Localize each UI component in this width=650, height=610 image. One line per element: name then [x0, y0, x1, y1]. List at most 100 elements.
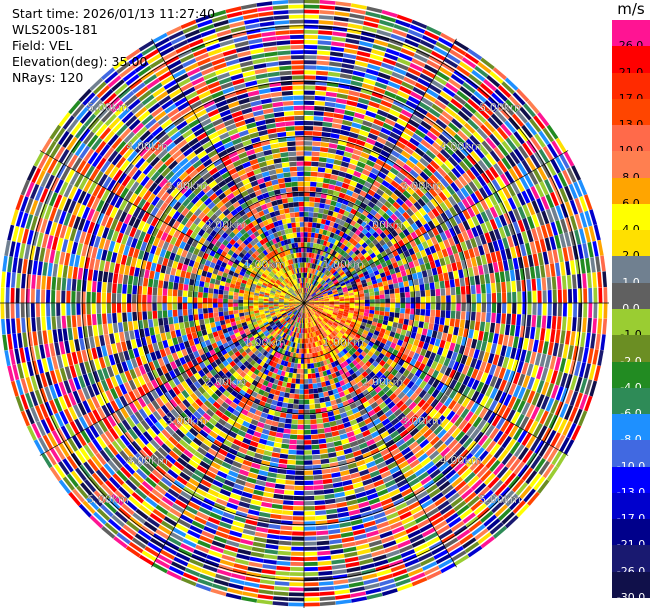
velocity-gate [300, 369, 304, 374]
velocity-gate [295, 470, 304, 475]
velocity-gate [373, 287, 379, 292]
velocity-gate [328, 452, 337, 458]
velocity-gate [275, 478, 286, 485]
velocity-gate [364, 274, 371, 280]
velocity-gate [431, 207, 440, 218]
velocity-gate [345, 561, 360, 568]
velocity-gate [315, 510, 327, 516]
velocity-gate [450, 137, 462, 149]
velocity-gate [419, 185, 428, 195]
velocity-gate [397, 206, 406, 215]
velocity-gate [470, 237, 478, 248]
velocity-gate [337, 288, 343, 292]
velocity-gate [489, 218, 498, 230]
velocity-gate [493, 147, 505, 160]
velocity-gate [313, 305, 319, 308]
velocity-gate [365, 255, 372, 262]
velocity-gate [414, 82, 428, 92]
velocity-gate [250, 551, 265, 558]
velocity-gate [312, 469, 322, 475]
velocity-gate [474, 359, 482, 370]
velocity-gate [315, 264, 319, 270]
velocity-gate [402, 220, 411, 229]
velocity-gate [455, 311, 461, 320]
velocity-gate [512, 291, 517, 303]
velocity-gate [329, 61, 342, 67]
velocity-gate [555, 329, 561, 344]
velocity-gate [311, 156, 320, 162]
velocity-gate [453, 214, 462, 225]
velocity-gate [304, 455, 313, 460]
velocity-gate [512, 92, 526, 106]
velocity-gate [320, 288, 326, 292]
velocity-gate [550, 329, 556, 343]
velocity-gate [334, 282, 340, 287]
velocity-gate [360, 248, 367, 255]
velocity-gate [420, 249, 427, 258]
velocity-gate [406, 208, 414, 217]
velocity-gate [363, 217, 371, 224]
velocity-gate [336, 506, 349, 513]
velocity-gate [460, 187, 470, 198]
velocity-gate [313, 388, 319, 394]
velocity-gate [317, 560, 332, 566]
velocity-gate [531, 278, 537, 291]
velocity-gate [353, 222, 361, 229]
velocity-gate [461, 231, 470, 241]
velocity-gate [314, 281, 318, 286]
velocity-gate [291, 546, 304, 551]
velocity-gate [380, 14, 396, 23]
velocity-gate [328, 415, 336, 422]
velocity-gate [393, 145, 404, 154]
velocity-gate [390, 298, 395, 303]
velocity-gate [415, 48, 431, 59]
velocity-gate [531, 378, 540, 392]
velocity-gate [405, 291, 411, 298]
velocity-gate [579, 196, 588, 212]
velocity-gate [273, 493, 284, 500]
velocity-gate [516, 360, 524, 374]
velocity-gate [532, 169, 543, 183]
velocity-gate [329, 301, 335, 303]
velocity-gate [264, 445, 274, 452]
velocity-gate [515, 348, 522, 361]
velocity-gate [387, 233, 394, 241]
velocity-gate [345, 282, 352, 287]
velocity-gate [443, 198, 453, 209]
velocity-gate [346, 141, 356, 149]
velocity-gate [492, 240, 500, 252]
velocity-gate [325, 503, 337, 510]
velocity-gate [299, 389, 304, 394]
velocity-gate [469, 134, 481, 147]
velocity-gate [474, 321, 481, 331]
velocity-gate [544, 179, 554, 194]
velocity-gate [327, 310, 333, 314]
velocity-gate [561, 316, 567, 331]
velocity-gate [451, 44, 467, 56]
velocity-gate [371, 245, 378, 253]
velocity-gate [464, 184, 474, 195]
velocity-gate [326, 86, 338, 93]
velocity-gate [364, 142, 374, 150]
velocity-gate [319, 286, 324, 291]
velocity-gate [334, 265, 340, 271]
velocity-gate [361, 228, 369, 235]
velocity-gate [327, 280, 333, 286]
velocity-gate [459, 61, 474, 73]
velocity-gate [316, 530, 329, 536]
velocity-gate [560, 330, 566, 344]
velocity-gate [290, 556, 304, 561]
velocity-gate [450, 73, 465, 85]
velocity-gate [399, 313, 405, 319]
velocity-gate [410, 331, 417, 339]
velocity-gate [304, 181, 311, 187]
velocity-gate [472, 178, 483, 190]
velocity-gate [568, 289, 573, 303]
velocity-gate [463, 122, 476, 134]
velocity-gate [304, 404, 310, 410]
velocity-gate [313, 280, 317, 286]
velocity-gate [304, 166, 311, 171]
velocity-gate [319, 223, 325, 230]
velocity-gate [334, 246, 340, 252]
velocity-gate [323, 422, 331, 428]
